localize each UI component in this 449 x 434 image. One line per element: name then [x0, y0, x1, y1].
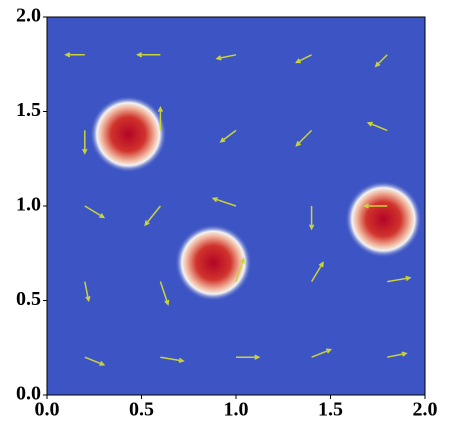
arrow	[310, 261, 324, 282]
y-tick-label: 2.0	[16, 5, 41, 27]
arrow	[64, 52, 85, 58]
arrow	[387, 275, 412, 283]
blob	[89, 95, 167, 173]
y-tick-label: 0.5	[16, 288, 41, 310]
x-tick-label: 0.5	[129, 399, 154, 421]
arrow	[219, 129, 237, 143]
arrow	[211, 197, 237, 207]
arrow	[366, 121, 388, 132]
arrow	[311, 348, 333, 358]
x-tick-label: 0.0	[35, 399, 60, 421]
blob	[345, 180, 422, 258]
arrow	[84, 205, 106, 219]
x-tick-label: 2.0	[413, 399, 438, 421]
arrow	[159, 281, 170, 306]
arrow	[84, 356, 106, 366]
x-tick-label: 1.5	[318, 399, 343, 421]
arrow	[144, 205, 161, 227]
arrow	[374, 54, 388, 68]
plot-layer	[64, 52, 422, 366]
arrow	[157, 106, 164, 131]
arrow	[236, 354, 261, 360]
arrow	[294, 54, 312, 64]
blob	[174, 224, 252, 302]
y-tick-label: 1.5	[16, 99, 41, 121]
arrow	[215, 54, 237, 61]
arrow	[136, 52, 161, 58]
y-tick-label: 1.0	[16, 194, 41, 216]
y-tick-label: 0.0	[16, 383, 41, 405]
arrow	[84, 281, 91, 303]
arrow	[295, 129, 313, 147]
arrow	[160, 356, 185, 364]
x-tick-label: 1.0	[224, 399, 249, 421]
arrow	[387, 351, 408, 358]
arrow	[308, 206, 315, 231]
arrow	[362, 203, 388, 209]
arrow	[82, 130, 88, 155]
arrow	[235, 257, 245, 282]
